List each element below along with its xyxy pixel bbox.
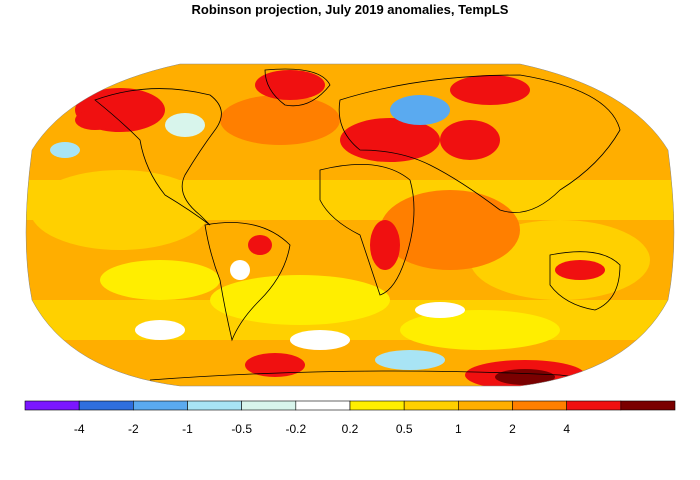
map-title: Robinson projection, July 2019 anomalies… [191,2,509,17]
hot-spot-africa [370,220,400,270]
legend-swatch [133,400,188,411]
south-america-outline [204,222,291,342]
legend-tick-label: -0.5 [231,422,252,436]
legend-tick-label: 4 [563,422,570,436]
legend-tick-label: -1 [182,422,193,436]
coastlines [94,68,621,386]
legend-tick-label: -4 [74,422,85,436]
legend-tick-label: 0.5 [396,422,413,436]
legend-swatch [241,400,297,411]
legend-tick-label: -2 [128,422,139,436]
hot-spot-siberia [450,75,530,105]
legend-swatch [403,400,459,411]
hot-spot-europe [340,118,440,162]
legend-swatch [24,400,80,411]
legend-swatch [512,400,567,411]
australia-outline [549,251,621,311]
legend-tick-label: 2 [509,422,516,436]
eurasia-outline [338,74,621,213]
legend-ticks: -4 -2 -1 -0.5 -0.2 0.2 0.5 1 2 4 [74,422,570,436]
africa-outline [319,164,415,296]
cold-spot-russia [390,95,450,125]
legend-swatch [349,400,405,411]
legend-swatch [458,400,513,411]
globe-outline [25,63,675,387]
legend-tick-label: 1 [455,422,462,436]
legend-swatch [187,400,242,411]
legend-colorbar [24,400,676,411]
legend-tick-label: 0.2 [342,422,359,436]
legend-swatch [78,400,134,411]
legend-swatch [295,400,351,411]
legend-swatch [566,400,622,411]
greenland-outline [264,68,331,107]
north-america-outline [94,88,222,226]
max-anomaly-antarctica [495,369,555,385]
hot-spot-asia [440,120,500,160]
legend-swatch [620,400,676,411]
legend-tick-label: -0.2 [285,422,306,436]
